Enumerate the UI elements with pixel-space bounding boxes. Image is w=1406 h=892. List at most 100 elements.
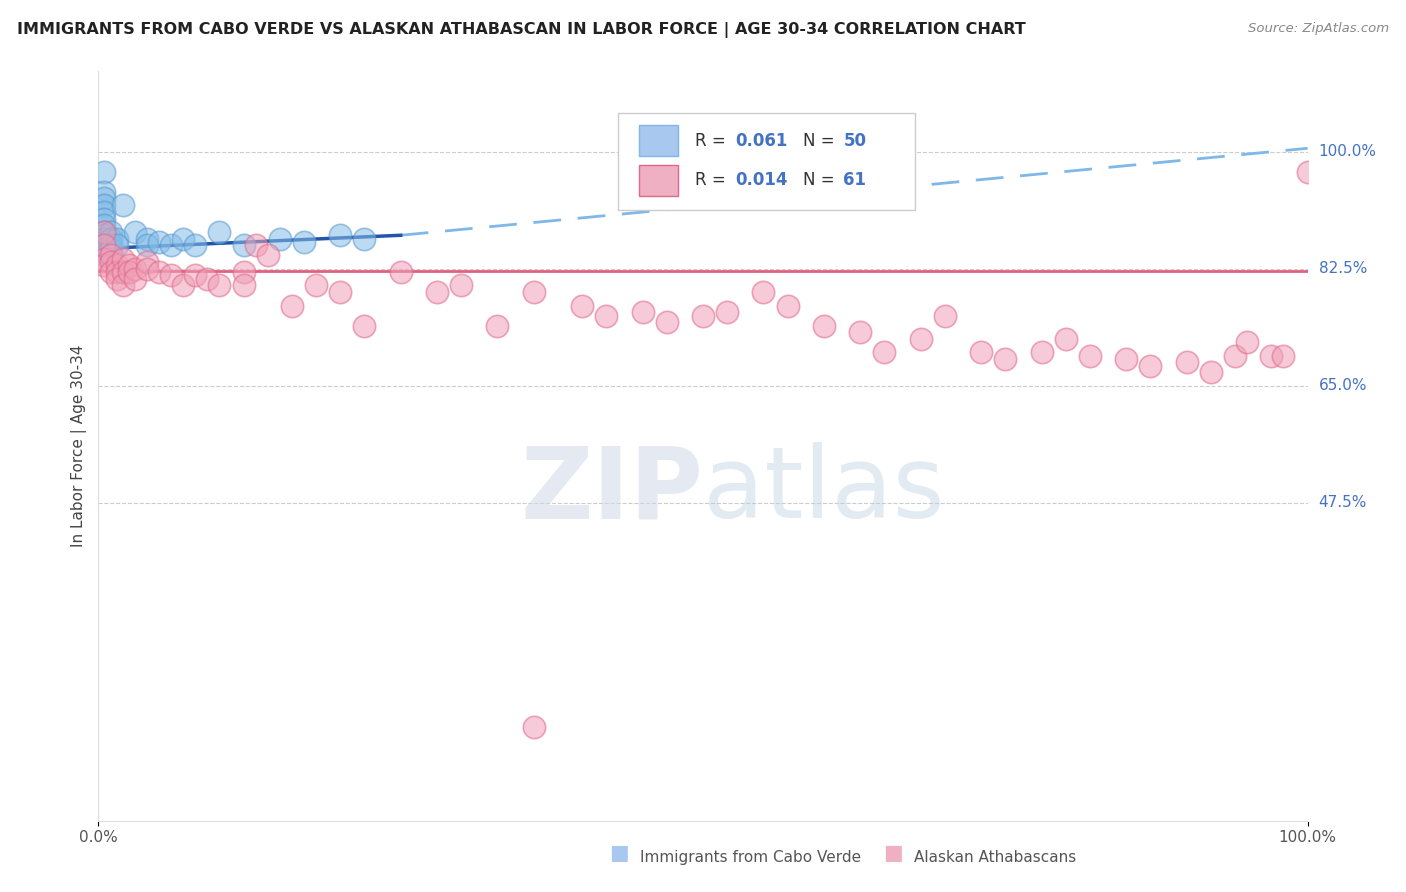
Text: ■: ■ — [883, 844, 903, 863]
Point — [148, 235, 170, 249]
Point — [776, 299, 799, 313]
Point — [292, 235, 315, 249]
Point — [184, 238, 207, 252]
Point — [184, 268, 207, 283]
Point — [124, 261, 146, 276]
Point — [523, 285, 546, 300]
Point — [450, 278, 472, 293]
Text: 50: 50 — [844, 132, 866, 150]
Point — [100, 265, 122, 279]
Text: 82.5%: 82.5% — [1319, 261, 1367, 277]
Text: N =: N = — [803, 171, 841, 189]
Point — [232, 265, 254, 279]
Point — [135, 238, 157, 252]
Point — [1054, 332, 1077, 346]
Point — [873, 345, 896, 359]
Point — [1236, 335, 1258, 350]
Point — [148, 265, 170, 279]
Point — [329, 285, 352, 300]
Point — [716, 305, 738, 319]
Text: IMMIGRANTS FROM CABO VERDE VS ALASKAN ATHABASCAN IN LABOR FORCE | AGE 30-34 CORR: IMMIGRANTS FROM CABO VERDE VS ALASKAN AT… — [17, 22, 1025, 38]
Text: Alaskan Athabascans: Alaskan Athabascans — [914, 850, 1076, 865]
Point — [100, 238, 122, 252]
Point — [135, 255, 157, 269]
Point — [93, 205, 115, 219]
Point — [195, 271, 218, 285]
Point — [269, 232, 291, 246]
Point — [934, 309, 956, 323]
Point — [160, 238, 183, 252]
Text: R =: R = — [695, 132, 731, 150]
Point — [93, 238, 115, 252]
Point — [93, 238, 115, 252]
Point — [1115, 352, 1137, 367]
Point — [571, 299, 593, 313]
Point — [245, 238, 267, 252]
Point — [353, 318, 375, 333]
Point — [105, 259, 128, 273]
Point — [93, 192, 115, 206]
Point — [523, 720, 546, 734]
Text: 61: 61 — [844, 171, 866, 189]
Text: atlas: atlas — [703, 442, 945, 540]
Point — [970, 345, 993, 359]
Point — [232, 278, 254, 293]
Bar — [638, 125, 678, 156]
Point — [389, 265, 412, 279]
Point — [93, 259, 115, 273]
Point — [595, 309, 617, 323]
Point — [93, 228, 115, 243]
Point — [93, 225, 115, 239]
Point — [910, 332, 932, 346]
Point — [93, 211, 115, 226]
Point — [486, 318, 509, 333]
Point — [100, 255, 122, 269]
Point — [124, 225, 146, 239]
Point — [100, 248, 122, 262]
Point — [994, 352, 1017, 367]
Point — [631, 305, 654, 319]
Text: 0.061: 0.061 — [735, 132, 787, 150]
Text: ■: ■ — [609, 844, 628, 863]
Point — [100, 232, 122, 246]
Point — [172, 232, 194, 246]
Point — [105, 232, 128, 246]
Point — [105, 238, 128, 252]
Point — [105, 265, 128, 279]
Point — [232, 238, 254, 252]
Point — [426, 285, 449, 300]
Point — [1175, 355, 1198, 369]
Point — [111, 252, 134, 266]
Point — [256, 248, 278, 262]
Bar — [638, 164, 678, 196]
Text: ZIP: ZIP — [520, 442, 703, 540]
Point — [135, 232, 157, 246]
Point — [118, 265, 141, 279]
Point — [208, 225, 231, 239]
Text: 0.014: 0.014 — [735, 171, 789, 189]
Text: Immigrants from Cabo Verde: Immigrants from Cabo Verde — [640, 850, 860, 865]
Point — [135, 261, 157, 276]
Point — [93, 245, 115, 260]
Point — [93, 232, 115, 246]
Point — [93, 198, 115, 212]
FancyBboxPatch shape — [619, 112, 915, 210]
Point — [1078, 349, 1101, 363]
Point — [752, 285, 775, 300]
Point — [93, 242, 115, 256]
Point — [105, 271, 128, 285]
Text: N =: N = — [803, 132, 841, 150]
Point — [100, 242, 122, 256]
Point — [172, 278, 194, 293]
Point — [1296, 165, 1319, 179]
Point — [1139, 359, 1161, 373]
Point — [93, 185, 115, 199]
Point — [655, 315, 678, 329]
Point — [692, 309, 714, 323]
Point — [93, 248, 115, 262]
Point — [124, 271, 146, 285]
Point — [118, 259, 141, 273]
Point — [100, 225, 122, 239]
Point — [93, 165, 115, 179]
Point — [93, 235, 115, 249]
